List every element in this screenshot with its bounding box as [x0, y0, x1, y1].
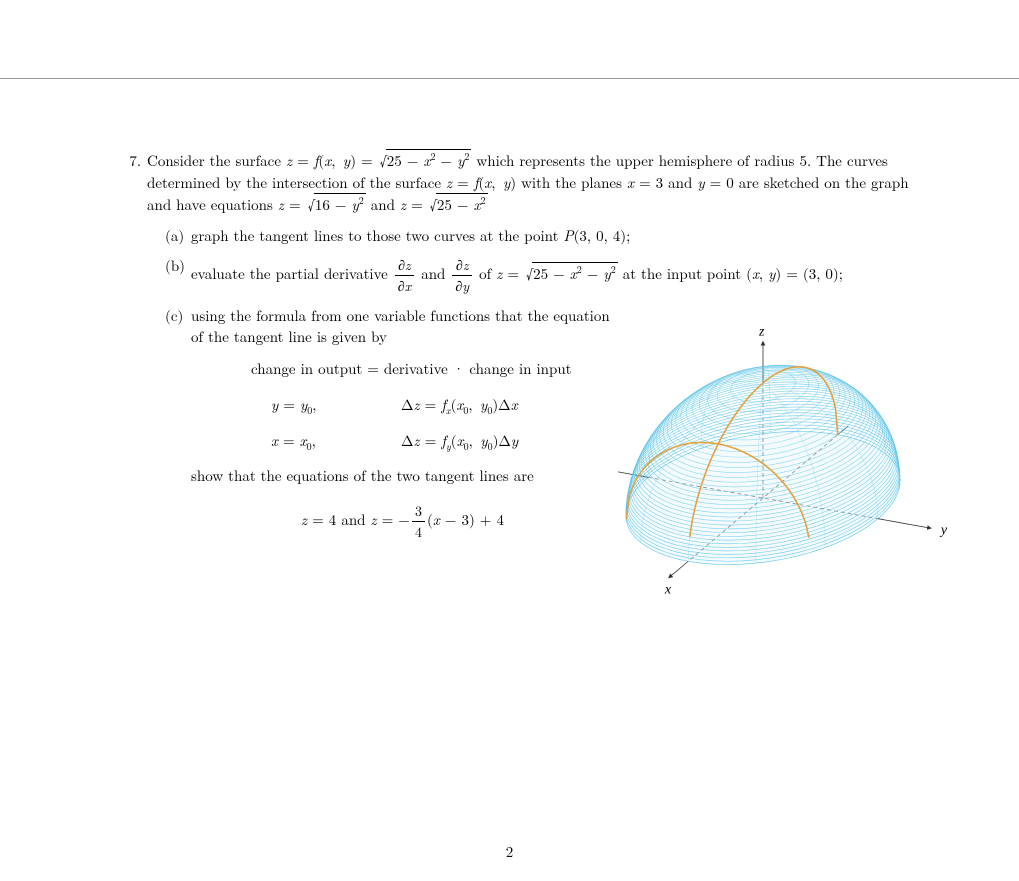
den: ∂y [455, 276, 469, 296]
text: evaluate the partial derivative [191, 263, 393, 284]
math-inline: x = 3 [627, 172, 663, 193]
problem-intro: Consider the surface z = f(x, y) = √25 −… [147, 150, 917, 215]
num: 3 [412, 501, 425, 521]
text: graph the tangent lines to those two cur… [191, 225, 563, 246]
math-inline: Δz = fy(x0, y0)Δy [401, 430, 518, 452]
hemisphere-figure: x y z [598, 303, 948, 603]
math-inline: Δz = fx(x0, y0)Δx [401, 394, 518, 416]
math-inline: z = √25 − x2 [400, 194, 488, 215]
text: and [668, 172, 697, 193]
math-inline: P(3, 0, 4); [563, 225, 630, 246]
text: of [479, 263, 496, 284]
math-inline: z = 4 [301, 509, 336, 530]
den: ∂x [398, 276, 411, 296]
text: and [371, 194, 400, 215]
math-inline: z = −34(x − 3) + 4 [371, 509, 504, 530]
math-inline: y = 0 [697, 172, 733, 193]
math-inline: y = y0, [271, 394, 401, 416]
page-number: 2 [0, 841, 1019, 863]
text: and [421, 263, 450, 284]
text: Consider the surface [147, 150, 286, 171]
partial-dz-dx: ∂z ∂x [395, 255, 414, 297]
svg-text:y: y [939, 523, 948, 538]
text: at the input point [623, 263, 746, 284]
subpart-b: (b) evaluate the partial derivative ∂z ∂… [165, 255, 917, 297]
den: 4 [412, 521, 425, 542]
math-inline: z = √16 − y2 [278, 194, 371, 215]
text: using the formula from one variable func… [191, 305, 611, 349]
svg-text:x: x [664, 583, 672, 598]
top-hairline [0, 78, 1019, 79]
svg-text:z: z [758, 325, 765, 340]
problem-number: 7. [117, 150, 147, 557]
num: ∂z [398, 255, 411, 275]
math-inline: z = √25 − x2 − y2 [496, 263, 623, 284]
text: and [341, 509, 370, 530]
subpart-b-marker: (b) [165, 255, 185, 277]
math-inline: x = x0, [271, 430, 401, 452]
subpart-a-marker: (a) [165, 225, 184, 247]
math-inline: z = f(x, y) [446, 172, 516, 193]
math-inline: z = f(x, y) = √25 − x2 − y2 [286, 150, 476, 171]
partial-dz-dy: ∂z ∂y [452, 255, 472, 297]
text: with the planes [521, 172, 627, 193]
math-inline: (x, y) = (3, 0); [746, 263, 843, 284]
subpart-c-marker: (c) [165, 305, 183, 327]
subpart-a: (a) graph the tangent lines to those two… [165, 225, 917, 247]
num: ∂z [456, 255, 469, 275]
